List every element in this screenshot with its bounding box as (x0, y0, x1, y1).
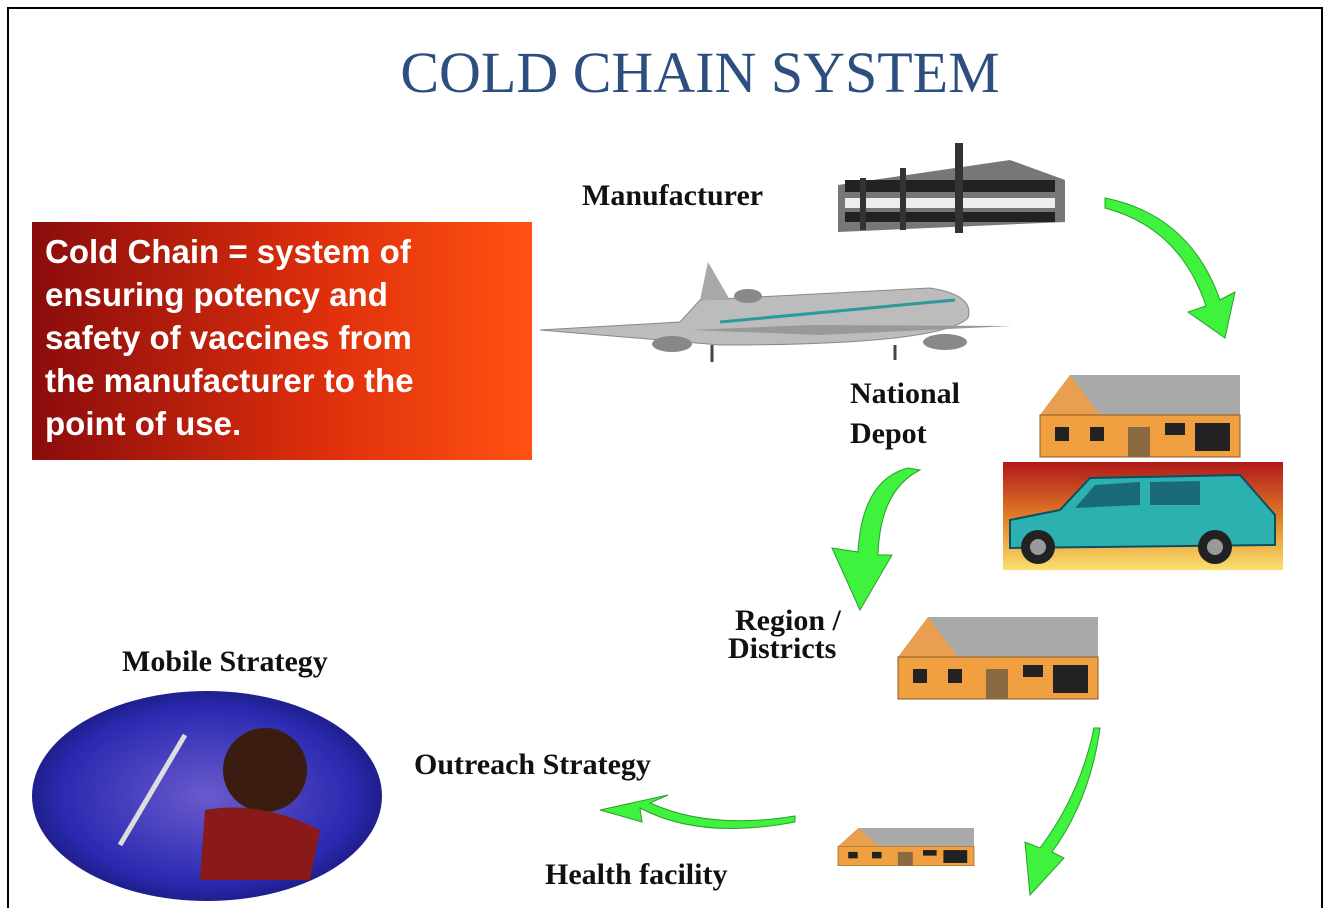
factory-icon (838, 143, 1065, 233)
slide: COLD CHAIN SYSTEM Cold Chain = system of… (0, 0, 1324, 908)
plane-icon (540, 262, 1012, 362)
definition-line: point of use. (45, 405, 241, 442)
node-label: Districts (728, 632, 836, 665)
car-icon (1003, 462, 1283, 570)
arrow (1025, 728, 1100, 895)
definition-line: the manufacturer to the (45, 362, 414, 399)
district-house (898, 617, 1098, 699)
node-label: Manufacturer (582, 179, 763, 212)
arrow (1105, 198, 1235, 338)
title: COLD CHAIN SYSTEM (400, 40, 999, 105)
node-label: Outreach Strategy (414, 748, 651, 781)
node-label: Depot (850, 417, 927, 450)
definition-line: Cold Chain = system of (45, 233, 412, 270)
node-label: Mobile Strategy (122, 645, 328, 678)
definition-line: ensuring potency and (45, 276, 388, 313)
definition-line: safety of vaccines from (45, 319, 412, 356)
facility-house (838, 828, 974, 866)
arrow (832, 468, 920, 610)
photo-baby (223, 728, 307, 812)
depot-house (1040, 375, 1240, 457)
arrow (600, 795, 795, 828)
node-label: National (850, 377, 960, 410)
node-label: Health facility (545, 858, 727, 891)
